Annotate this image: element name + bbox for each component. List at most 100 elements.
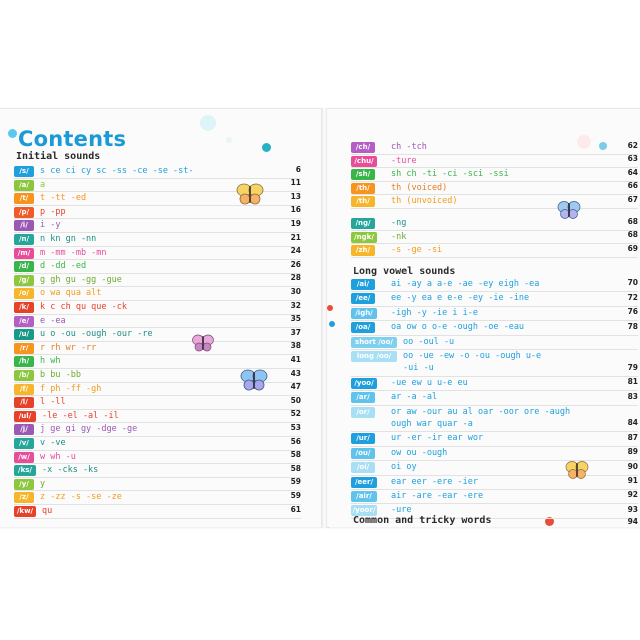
contents-row[interactable]: /ng/ -ng 68 bbox=[351, 217, 638, 231]
contents-row[interactable]: /i/i -y 19 bbox=[14, 219, 301, 233]
sound-tag: /m/ bbox=[14, 247, 34, 259]
decorative-dot bbox=[545, 517, 554, 526]
spelling-list: o wa qua alt bbox=[40, 288, 102, 299]
spelling-list: d -dd -ed bbox=[40, 261, 87, 272]
page-number: 87 bbox=[627, 432, 638, 442]
page-number: 83 bbox=[627, 391, 638, 401]
spelling-list: qu bbox=[42, 506, 53, 516]
contents-row[interactable]: /o/o wa qua alt 30 bbox=[14, 287, 301, 301]
contents-row[interactable]: /sh/sh ch -ti -ci -sci -ssi 64 bbox=[351, 168, 638, 182]
contents-row[interactable]: /igh/ -igh -y -ie i i-e 76 bbox=[351, 307, 638, 322]
contents-row[interactable]: /ee/ee -y ea e e-e -ey -ie -ine 72 bbox=[351, 292, 638, 307]
page-number: 30 bbox=[290, 287, 301, 296]
spelling-list-continued: ough war quar -a bbox=[391, 418, 473, 429]
sound-tag: /yoo/ bbox=[351, 377, 377, 389]
sound-tag: /ngk/ bbox=[351, 231, 377, 243]
book-gutter bbox=[321, 108, 329, 528]
sound-tag: /o/ bbox=[14, 288, 34, 300]
contents-row[interactable]: /h/h wh 41 bbox=[14, 355, 301, 369]
page-number: 62 bbox=[627, 140, 638, 150]
contents-row[interactable]: /u/u o -ou -ough -our -re 37 bbox=[14, 328, 301, 342]
page-number: 76 bbox=[627, 307, 638, 317]
page-number: 94 bbox=[627, 517, 638, 526]
left-page: Contents Initial sounds /s/s ce ci cy sc… bbox=[0, 108, 323, 527]
contents-row[interactable]: /g/g gh gu -gg -gue 28 bbox=[14, 273, 301, 288]
contents-row[interactable]: /m/m -mm -mb -mn 24 bbox=[14, 246, 301, 261]
contents-row[interactable]: /oa/oa ow o o-e -ough -oe -eau 78 bbox=[351, 321, 638, 336]
page-number: 78 bbox=[627, 321, 638, 331]
contents-row[interactable]: /e/e -ea 35 bbox=[14, 314, 301, 329]
page-number: 47 bbox=[290, 382, 301, 392]
page-number: 32 bbox=[290, 300, 301, 310]
section-heading-common-tricky-words: Common and tricky words bbox=[353, 515, 492, 526]
butterfly-icon bbox=[557, 201, 581, 219]
contents-row[interactable]: /th/th (unvoiced) 67 bbox=[351, 195, 638, 209]
contents-row[interactable]: /a/a 11 bbox=[14, 178, 301, 193]
page-number: 66 bbox=[627, 181, 638, 191]
page-number: 68 bbox=[627, 230, 638, 240]
sound-tag: /l/ bbox=[14, 397, 34, 409]
contents-row[interactable]: /b/b bu -bb 43 bbox=[14, 369, 301, 383]
contents-row[interactable]: /yoor/ -ure 93 bbox=[351, 504, 638, 519]
contents-row[interactable]: /ur/ur -er -ir ear wor 87 bbox=[351, 432, 638, 447]
page-number: 35 bbox=[290, 314, 301, 324]
page-number: 69 bbox=[627, 243, 638, 253]
sound-tag: /z/ bbox=[14, 492, 34, 504]
contents-row[interactable]: /air/air -are -ear -ere 92 bbox=[351, 490, 638, 505]
sound-tag: /ou/ bbox=[351, 447, 375, 459]
contents-row[interactable]: /ar/ar -a -al 83 bbox=[351, 391, 638, 406]
contents-row[interactable]: /th/th (voiced) 66 bbox=[351, 181, 638, 196]
contents-row[interactable]: /ch/ch -tch 62 bbox=[351, 141, 638, 155]
page-number: 81 bbox=[627, 377, 638, 387]
page-number: 11 bbox=[290, 178, 301, 188]
spelling-list: b bu -bb bbox=[40, 370, 81, 380]
contents-row[interactable]: /yoo/ -ue ew u u-e eu 81 bbox=[351, 377, 638, 392]
spelling-list: r rh wr -rr bbox=[40, 342, 97, 353]
contents-row[interactable]: /zh/ -s -ge -si 69 bbox=[351, 244, 638, 258]
sound-tag: /ul/ bbox=[14, 410, 36, 422]
sound-tag: /f/ bbox=[14, 383, 34, 395]
contents-row[interactable]: /y/y 59 bbox=[14, 477, 301, 492]
spelling-list: k c ch qu que -ck bbox=[40, 302, 127, 312]
contents-row[interactable]: /ngk/ -nk 68 bbox=[351, 230, 638, 245]
contents-row[interactable]: /f/f ph -ff -gh 47 bbox=[14, 382, 301, 397]
contents-row[interactable]: /w/w wh -u 58 bbox=[14, 450, 301, 465]
page-number: 38 bbox=[290, 341, 301, 351]
contents-row[interactable]: /oi/oi oy 90 bbox=[351, 461, 638, 476]
contents-row[interactable]: /v/v -ve 56 bbox=[14, 437, 301, 451]
contents-row[interactable]: /ai/ai -ay a a-e -ae -ey eigh -ea 70 bbox=[351, 278, 638, 293]
contents-row[interactable]: /chu/ -ture 63 bbox=[351, 154, 638, 169]
contents-row[interactable]: /p/p -pp 16 bbox=[14, 205, 301, 220]
spelling-list: g gh gu -gg -gue bbox=[40, 274, 122, 285]
contents-row[interactable]: /s/s ce ci cy sc -ss -ce -se -st- 6 bbox=[14, 165, 301, 179]
contents-row[interactable]: long /oo/oo -ue -ew -o -ou -ough u-e -ui … bbox=[351, 350, 638, 377]
spelling-list: oo -oul -u bbox=[403, 336, 455, 347]
page-number: 58 bbox=[290, 463, 301, 473]
contents-row[interactable]: /kw/qu 61 bbox=[14, 505, 301, 519]
contents-row[interactable]: /j/j ge gi gy -dge -ge 53 bbox=[14, 423, 301, 437]
page-number: 59 bbox=[290, 491, 301, 500]
sound-tag: /p/ bbox=[14, 206, 34, 218]
sound-tag: /ng/ bbox=[351, 218, 375, 229]
contents-row[interactable]: /k/k c ch qu que -ck 32 bbox=[14, 301, 301, 315]
contents-row[interactable]: short /oo/oo -oul -u bbox=[351, 336, 638, 350]
decorative-dot bbox=[599, 142, 607, 150]
contents-row[interactable]: /eer/ear eer -ere -ier 91 bbox=[351, 476, 638, 490]
contents-row[interactable]: /ul/ -le -el -al -il 52 bbox=[14, 409, 301, 424]
sound-tag: long /oo/ bbox=[351, 351, 397, 362]
contents-row[interactable]: /ks/ -x -cks -ks 58 bbox=[14, 464, 301, 478]
sound-tag: /j/ bbox=[14, 424, 34, 436]
contents-row[interactable]: /or/or aw -our au al oar -oor ore -augh o… bbox=[351, 406, 638, 433]
decorative-dot bbox=[8, 129, 17, 138]
spelling-list: u o -ou -ough -our -re bbox=[40, 329, 153, 340]
spelling-list: ch -tch bbox=[391, 142, 427, 152]
page-number: 89 bbox=[627, 447, 638, 457]
contents-row[interactable]: /l/l -ll 50 bbox=[14, 396, 301, 410]
sound-tag: /ks/ bbox=[14, 465, 36, 477]
contents-row[interactable]: /z/z -zz -s -se -ze 59 bbox=[14, 491, 301, 505]
contents-row[interactable]: /ou/ow ou -ough 89 bbox=[351, 447, 638, 462]
contents-row[interactable]: /n/n kn gn -nn 21 bbox=[14, 233, 301, 247]
contents-row[interactable]: /r/r rh wr -rr 38 bbox=[14, 341, 301, 356]
contents-row[interactable]: /d/d -dd -ed 26 bbox=[14, 260, 301, 274]
contents-row[interactable]: /t/t -tt -ed 13 bbox=[14, 192, 301, 206]
